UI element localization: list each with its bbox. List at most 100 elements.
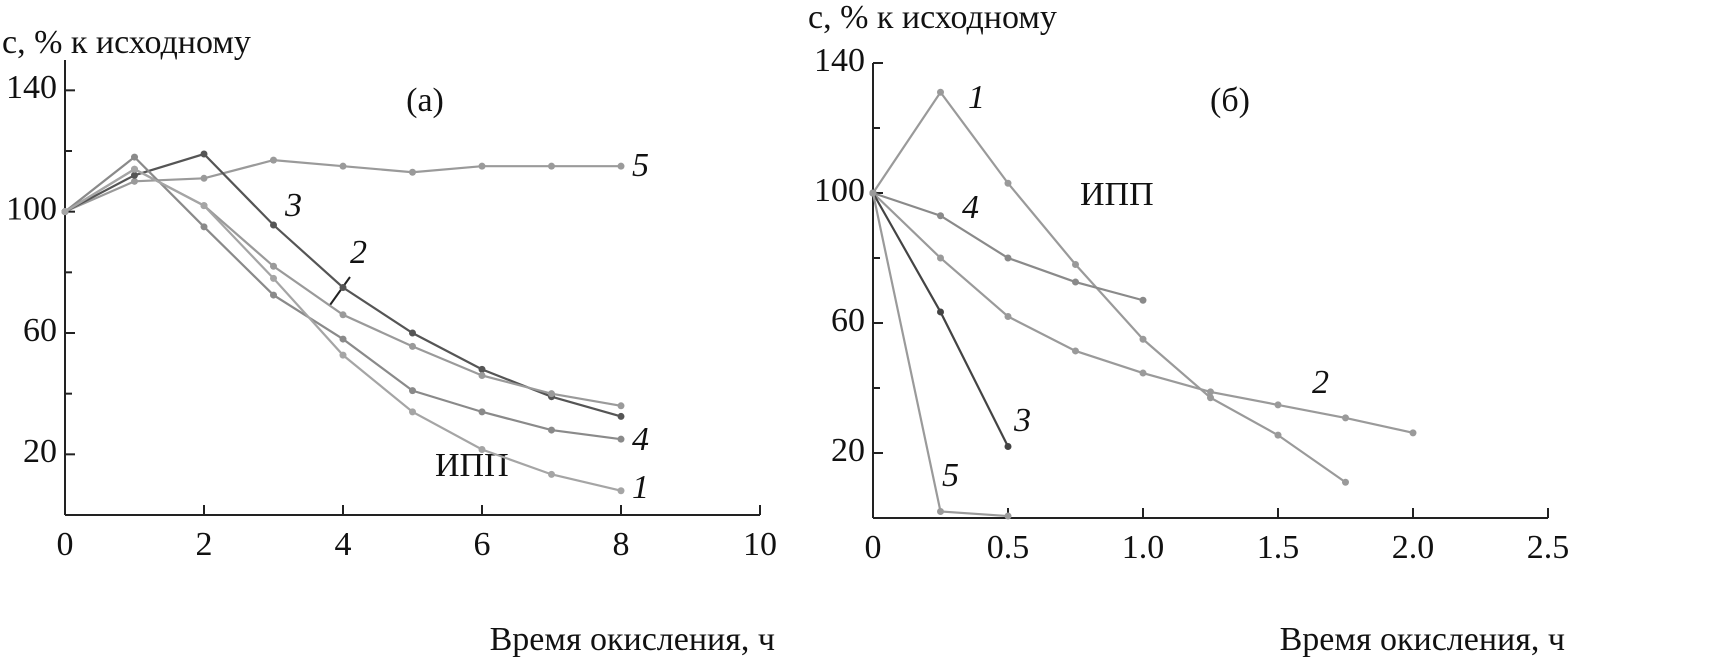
series-label: 2 [350, 234, 367, 271]
annotation: ИПП [1080, 176, 1154, 213]
point [270, 221, 277, 229]
leader-line [329, 276, 351, 306]
point [200, 223, 208, 231]
point [478, 162, 486, 170]
point [200, 202, 208, 210]
y-tick-label: 60 [23, 312, 57, 349]
point [617, 435, 625, 443]
y-tick-label: 140 [6, 69, 57, 106]
y-tick-label: 140 [814, 42, 865, 79]
point [937, 88, 944, 96]
point [1409, 429, 1417, 437]
point [1004, 313, 1012, 320]
x-tick-label: 2 [196, 526, 213, 563]
point [548, 162, 555, 170]
point [131, 153, 138, 161]
x-tick-label: 1.0 [1122, 529, 1165, 566]
point [409, 387, 416, 395]
point [478, 408, 486, 416]
series-line [872, 192, 1414, 434]
series-label: 3 [1013, 402, 1031, 439]
series-line [871, 192, 1009, 518]
x-tick-label: 0 [57, 526, 74, 563]
point [339, 335, 347, 343]
point [270, 274, 277, 282]
point [409, 342, 416, 350]
x-axis-label: Время окисления, ч [490, 621, 775, 658]
point [409, 408, 416, 416]
point [61, 208, 69, 216]
series-label: 1 [632, 469, 649, 506]
x-tick-label: 8 [613, 526, 630, 563]
x-tick-label: 4 [335, 526, 352, 563]
x-tick-label: 0 [865, 529, 882, 566]
point [1139, 335, 1147, 343]
x-axis-label: Время окисления, ч [1280, 621, 1565, 658]
y-axis-label: c, % к исходному [2, 24, 251, 61]
point [1342, 478, 1349, 486]
point [937, 212, 944, 220]
point [1274, 431, 1282, 439]
series-line [64, 167, 622, 492]
point [937, 508, 944, 515]
point [1207, 388, 1214, 396]
point [1004, 179, 1012, 187]
point [478, 445, 486, 453]
y-tick-label: 100 [814, 172, 865, 209]
point [617, 402, 625, 410]
x-tick-label: 2.5 [1527, 529, 1570, 566]
point [478, 371, 486, 379]
series-line [64, 155, 622, 441]
point [131, 171, 138, 179]
point [1004, 512, 1012, 520]
y-tick-label: 20 [831, 432, 865, 469]
point [1004, 254, 1012, 262]
point [617, 412, 625, 420]
point [617, 162, 625, 170]
point [1072, 347, 1079, 355]
point [339, 162, 347, 170]
point [131, 177, 138, 185]
point [1207, 394, 1214, 402]
series-label: 5 [632, 147, 649, 184]
series-label: 2 [1312, 364, 1329, 401]
point [548, 470, 555, 478]
series-label: 5 [942, 457, 959, 494]
point [1139, 296, 1147, 304]
point [617, 487, 625, 495]
point [869, 189, 877, 197]
point [1274, 401, 1282, 409]
x-tick-label: 10 [743, 526, 777, 563]
point [1004, 443, 1012, 450]
point [339, 351, 347, 359]
point [131, 165, 138, 173]
annotation: ИПП [435, 447, 509, 484]
point [937, 308, 944, 316]
point [409, 329, 416, 337]
panel-label: (б) [1210, 82, 1250, 119]
point [937, 254, 944, 262]
panel-label: (а) [406, 82, 444, 119]
y-tick-label: 60 [831, 302, 865, 339]
x-tick-label: 2.0 [1392, 529, 1435, 566]
point [270, 156, 277, 164]
series-line [872, 90, 1347, 484]
series-label: 1 [968, 79, 985, 116]
point [200, 150, 208, 158]
point [478, 365, 486, 373]
series-label: 4 [632, 421, 649, 458]
point [270, 262, 277, 270]
point [548, 426, 555, 434]
point [270, 291, 277, 299]
series-line [872, 192, 1009, 447]
point [409, 168, 416, 176]
point [1072, 261, 1079, 268]
point [339, 284, 347, 291]
y-tick-label: 20 [23, 433, 57, 470]
x-tick-label: 6 [474, 526, 491, 563]
point [1139, 369, 1147, 377]
series-label: 4 [962, 189, 979, 226]
point [1072, 278, 1079, 286]
x-tick-label: 0.5 [987, 529, 1030, 566]
